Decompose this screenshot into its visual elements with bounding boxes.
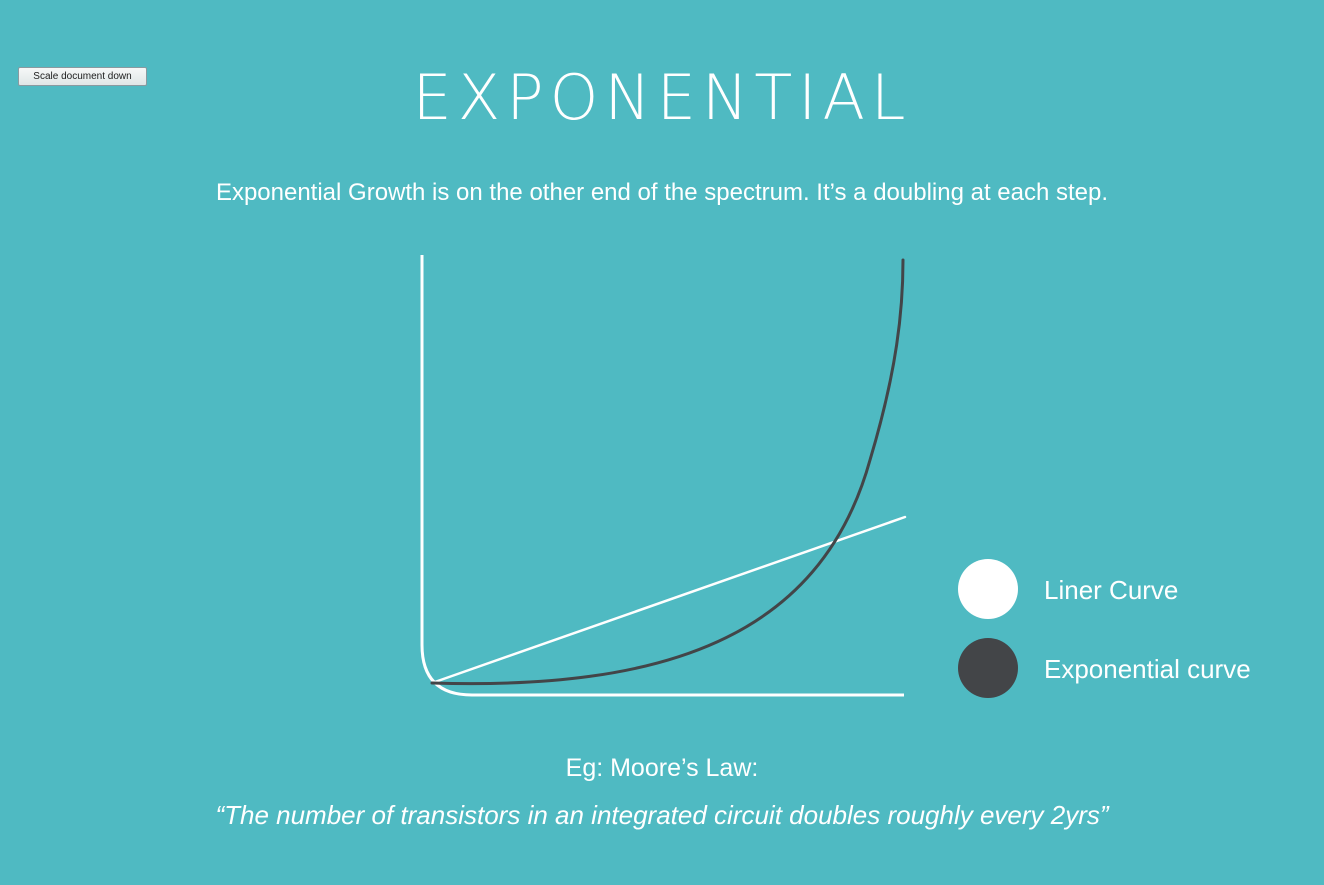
scale-document-down-button[interactable]: Scale document down (18, 67, 147, 86)
chart-axes (420, 255, 904, 697)
legend-label-linear: Liner Curve (1044, 575, 1179, 605)
slide-subtitle: Exponential Growth is on the other end o… (215, 179, 1109, 206)
growth-chart (420, 255, 907, 697)
linear-curve (430, 515, 907, 685)
example-label: Eg: Moore’s Law: (565, 754, 759, 782)
moores-law-quote: “The number of transistors in an integra… (215, 800, 1109, 830)
slide-title: EXPONENTIAL (412, 61, 912, 134)
exponential-curve (430, 258, 905, 686)
exponential-dot-icon (958, 638, 1018, 698)
legend-label-exponential: Exponential curve (1044, 654, 1251, 684)
linear-dot-icon (958, 559, 1018, 619)
